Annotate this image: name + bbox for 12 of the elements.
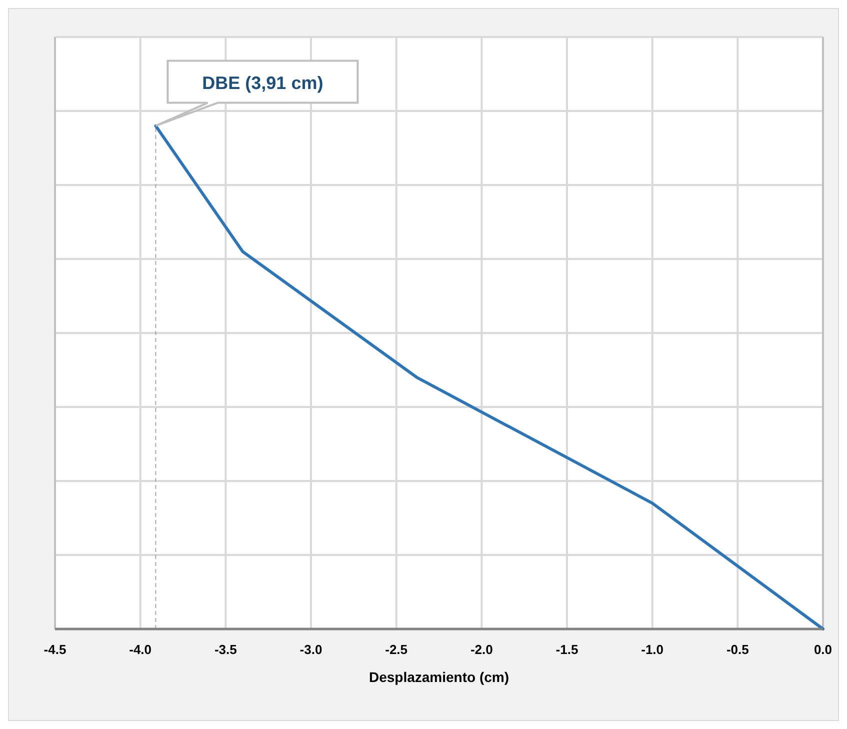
x-tick-label: -0.5 [726, 642, 749, 657]
x-axis-title: Desplazamiento (cm) [368, 669, 510, 685]
x-tick-label: -2.5 [385, 642, 408, 657]
x-tick-label: -4.5 [44, 642, 66, 657]
text: DBE (3,91 cm) [202, 72, 324, 93]
x-tick-label: -1.5 [556, 642, 578, 657]
x-tick-label: -3.5 [214, 642, 237, 657]
x-tick-label: -2.0 [470, 642, 493, 657]
x-tick-label: 0.0 [814, 642, 832, 657]
x-tick-label: -3.0 [300, 642, 322, 657]
x-tick-label: -4.0 [129, 642, 152, 657]
x-tick-label: -1.0 [641, 642, 664, 657]
